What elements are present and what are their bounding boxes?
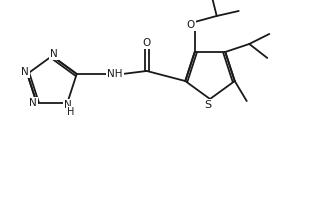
Text: N: N bbox=[64, 100, 72, 110]
Text: O: O bbox=[187, 20, 195, 30]
Text: O: O bbox=[143, 38, 151, 48]
Text: N: N bbox=[50, 49, 58, 59]
Text: NH: NH bbox=[107, 69, 123, 79]
Text: N: N bbox=[21, 67, 29, 77]
Text: N: N bbox=[29, 98, 37, 108]
Text: S: S bbox=[204, 100, 211, 110]
Text: H: H bbox=[67, 107, 74, 117]
